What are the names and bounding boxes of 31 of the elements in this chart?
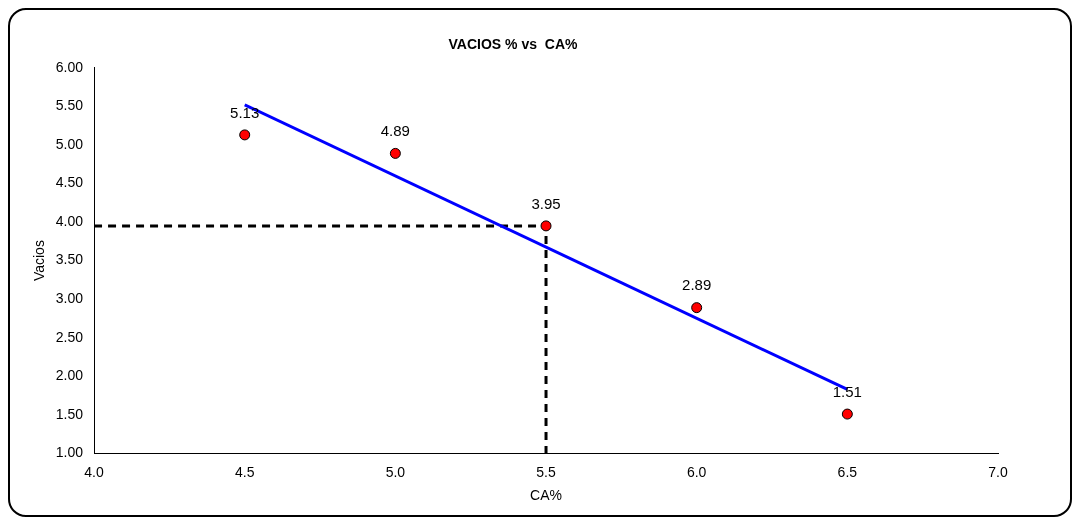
y-tick-label: 4.00 bbox=[55, 212, 84, 229]
point bbox=[841, 408, 853, 420]
y-axis-title: Vacios bbox=[31, 240, 48, 282]
x-tick-label: 7.0 bbox=[988, 463, 1008, 480]
data-label: 5.13 bbox=[230, 103, 260, 121]
data-label: 4.89 bbox=[380, 122, 410, 140]
y-tick-label: 3.50 bbox=[55, 251, 84, 268]
point bbox=[691, 302, 703, 314]
x-tick-label: 6.5 bbox=[837, 463, 858, 480]
y-tick-label: 2.00 bbox=[55, 367, 84, 384]
x-tick-label: 5.5 bbox=[536, 463, 556, 480]
y-tick-label: 6.00 bbox=[55, 58, 84, 75]
x-tick-label: 4.0 bbox=[84, 463, 104, 480]
y-tick-label: 1.00 bbox=[55, 444, 84, 461]
x-tick-label: 6.0 bbox=[686, 463, 707, 480]
x-axis-title: CA% bbox=[530, 487, 562, 504]
y-tick-label: 5.50 bbox=[55, 97, 84, 114]
y-tick-label: 4.50 bbox=[55, 174, 84, 191]
point bbox=[239, 129, 251, 141]
y-tick-label: 3.00 bbox=[55, 290, 84, 307]
x-tick-label: 4.5 bbox=[234, 463, 255, 480]
y-tick-label: 1.50 bbox=[55, 405, 84, 422]
chart-title: VACIOS % vs CA% bbox=[448, 36, 578, 53]
data-label: 2.89 bbox=[682, 276, 712, 294]
y-tick-label: 2.50 bbox=[55, 328, 84, 345]
y-tick-label: 5.00 bbox=[55, 135, 84, 152]
point bbox=[540, 220, 552, 232]
point bbox=[389, 147, 401, 159]
x-tick-label: 5.0 bbox=[385, 463, 406, 480]
data-label: 1.51 bbox=[832, 382, 862, 400]
data-label: 3.95 bbox=[531, 194, 561, 212]
